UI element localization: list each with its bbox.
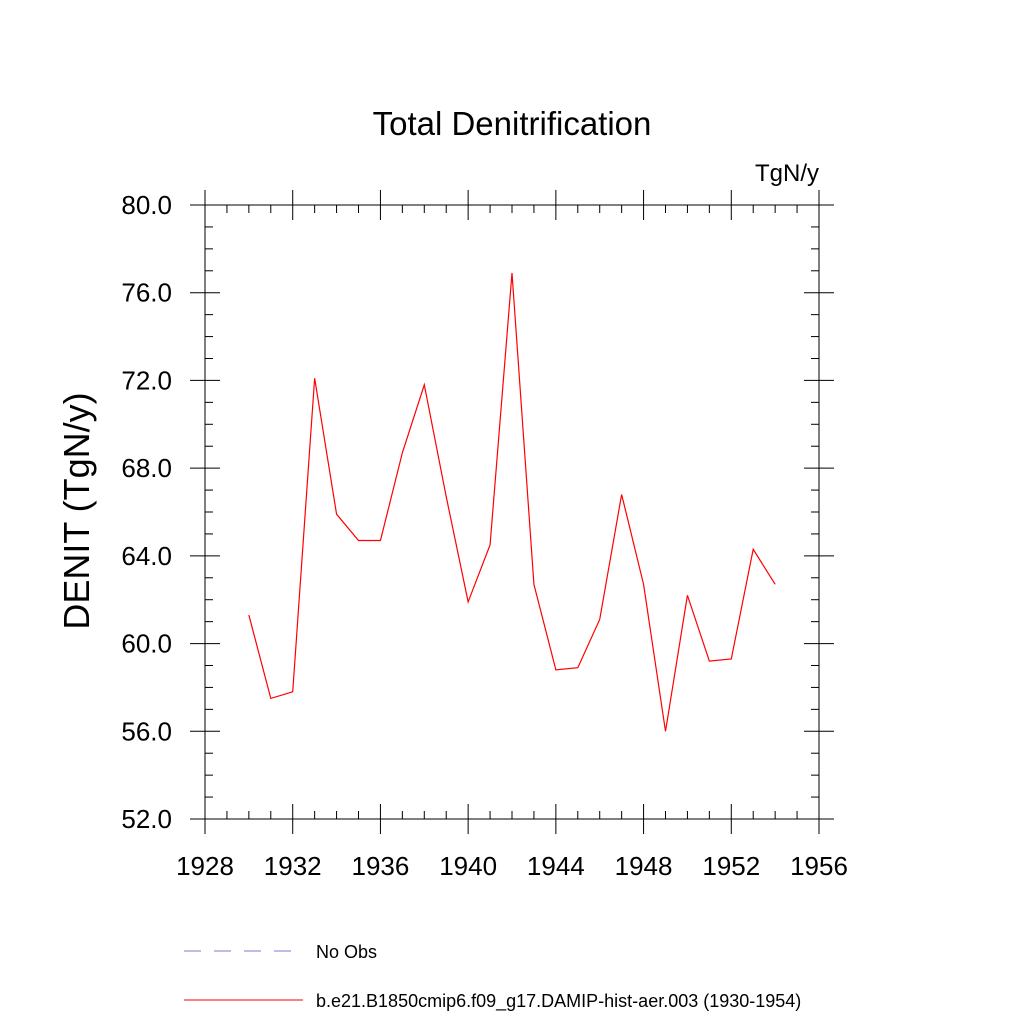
y-tick-label: 72.0 <box>121 365 172 395</box>
y-axis-tick-labels: 52.0 56.0 60.0 64.0 68.0 72.0 76.0 80.0 <box>121 190 172 834</box>
y-tick-label: 60.0 <box>121 629 172 659</box>
y-tick-label: 52.0 <box>121 804 172 834</box>
x-tick-label: 1952 <box>702 851 760 881</box>
units-label: TgN/y <box>755 160 819 187</box>
x-tick-label: 1936 <box>352 851 410 881</box>
y-tick-label: 80.0 <box>121 190 172 220</box>
axis-ticks <box>190 190 834 834</box>
x-tick-label: 1932 <box>264 851 322 881</box>
series-line <box>248 272 776 732</box>
x-tick-label: 1956 <box>790 851 848 881</box>
x-tick-label: 1940 <box>439 851 497 881</box>
legend-label: b.e21.B1850cmip6.f09_g17.DAMIP-hist-aer.… <box>316 991 801 1012</box>
x-tick-label: 1948 <box>615 851 673 881</box>
y-axis-label: DENIT (TgN/y) <box>56 392 97 629</box>
x-tick-label: 1928 <box>176 851 234 881</box>
y-tick-label: 68.0 <box>121 453 172 483</box>
x-axis-tick-labels: 1928 1932 1936 1940 1944 1948 1952 1956 <box>176 851 848 881</box>
y-tick-label: 56.0 <box>121 716 172 746</box>
legend: No Obs b.e21.B1850cmip6.f09_g17.DAMIP-his… <box>184 942 801 1012</box>
series-layer <box>248 272 776 732</box>
legend-label: No Obs <box>316 942 377 962</box>
x-tick-label: 1944 <box>527 851 585 881</box>
y-tick-label: 64.0 <box>121 541 172 571</box>
y-tick-label: 76.0 <box>121 278 172 308</box>
chart-title: Total Denitrification <box>373 105 652 142</box>
plot-frame <box>204 204 820 820</box>
